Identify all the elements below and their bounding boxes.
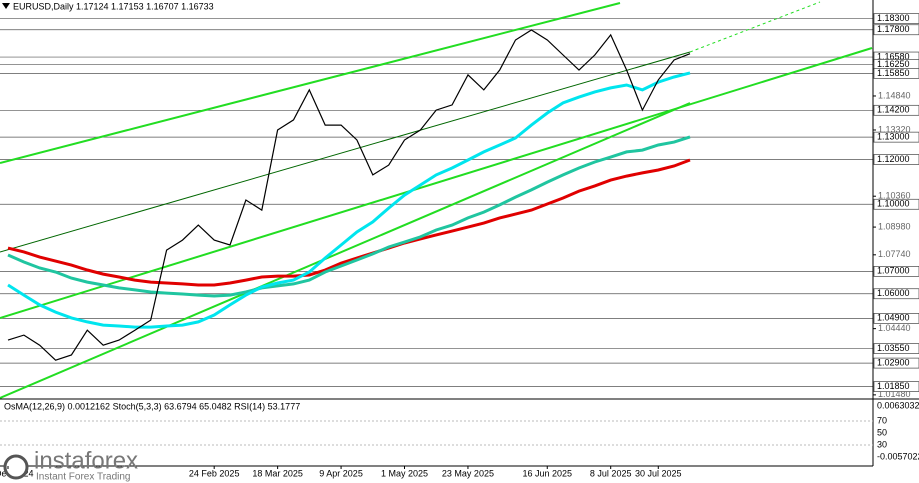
level-box [873, 131, 919, 143]
x-tick-label: 23 May 2025 [442, 468, 494, 478]
y-tick-label: 1.14840 [878, 90, 911, 100]
level-box [873, 266, 919, 277]
level-label: 1.04900 [877, 313, 910, 323]
level-box [873, 381, 919, 392]
y-tick-label: 1.04440 [878, 323, 911, 333]
logo-icon [3, 454, 29, 480]
x-tick-label: 9 Apr 2025 [319, 468, 363, 478]
y-tick-label: 1.08980 [878, 221, 911, 231]
trend-line [0, 51, 691, 253]
level-box [873, 68, 919, 79]
x-tick-label: 1 May 2025 [381, 468, 428, 478]
level-label: 1.16250 [877, 59, 910, 69]
level-label: 1.14200 [877, 105, 910, 115]
level-label: 1.16580 [877, 51, 910, 61]
channel-lower [0, 102, 691, 399]
x-tick-label: 18 Mar 2025 [252, 468, 303, 478]
y-tick-label: 1.07740 [878, 249, 911, 259]
moving-average [7, 135, 691, 298]
level-label: 1.03550 [877, 343, 910, 353]
level-box [873, 13, 919, 24]
trend-extension [689, 1, 821, 53]
y-tick-label: 1.13320 [878, 124, 911, 134]
level-label: 1.10000 [877, 199, 910, 209]
x-tick-label: 8 Jul 2025 [590, 468, 632, 478]
moving-average [7, 71, 691, 329]
level-label: 1.02900 [877, 357, 910, 367]
price-line [7, 29, 691, 361]
oscillator-label: 0.0063032 [877, 400, 919, 410]
level-box [873, 343, 919, 354]
level-box [873, 313, 919, 324]
level-label: 1.01850 [877, 381, 910, 391]
oscillator-label: 50 [877, 427, 887, 437]
y-tick-label: 1.01480 [878, 389, 911, 399]
level-box [873, 357, 919, 369]
y-tick-label: 1.10360 [878, 191, 911, 201]
chart-title: EURUSD,Daily 1.17124 1.17153 1.16707 1.1… [13, 1, 214, 11]
symbol-arrow [2, 3, 10, 9]
channel-upper [0, 2, 621, 164]
x-tick-label: 24 Feb 2025 [189, 468, 240, 478]
level-label: 1.06000 [877, 288, 910, 298]
x-tick-label: 16 Jun 2025 [522, 468, 572, 478]
channel-middle [0, 47, 873, 319]
level-box [873, 24, 919, 36]
level-box [873, 288, 919, 300]
oscillator-label: 70 [877, 415, 887, 425]
level-box [873, 198, 919, 210]
oscillator-label: -0.0057022 [877, 451, 919, 461]
logo-subtitle: Instant Forex Trading [36, 472, 131, 483]
level-label: 1.18300 [877, 13, 910, 23]
moving-average [7, 158, 691, 287]
level-label: 1.17800 [877, 24, 910, 34]
logo-text: instaforex [34, 447, 138, 474]
indicator-label: OsMA(12,26,9) 0.0012162 Stoch(5,3,3) 63.… [4, 401, 300, 411]
x-tick-label: 30 Jul 2025 [635, 468, 682, 478]
level-label: 1.12000 [877, 154, 910, 164]
level-label: 1.07000 [877, 266, 910, 276]
level-label: 1.15850 [877, 68, 910, 78]
oscillator-label: 30 [877, 439, 887, 449]
level-box [873, 154, 919, 165]
level-label: 1.13000 [877, 132, 910, 142]
level-box [873, 104, 919, 116]
